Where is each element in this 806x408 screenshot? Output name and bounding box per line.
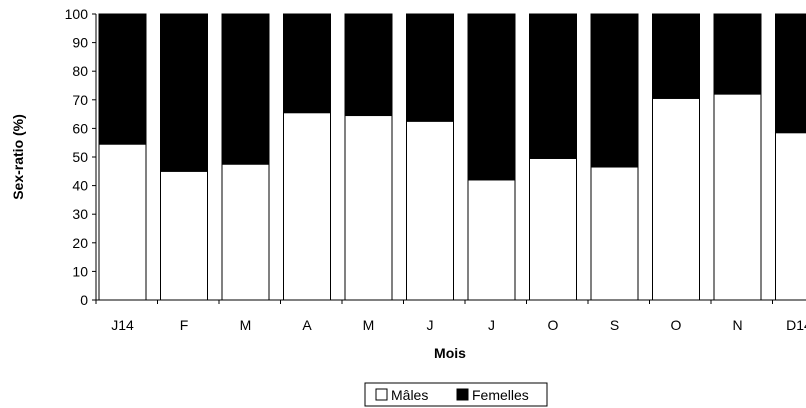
y-tick-label-3: 30 [72, 206, 88, 222]
legend-box [364, 382, 548, 407]
bar-males-7 [529, 157, 577, 301]
legend-label-males: Mâles [391, 387, 428, 403]
y-tick-label-2: 20 [72, 235, 88, 251]
bar-males-8 [590, 166, 639, 301]
bar-males-0 [98, 143, 147, 301]
legend-swatch-males [375, 388, 388, 401]
y-tick-label-5: 50 [72, 149, 88, 165]
y-tick-label-9: 90 [72, 35, 88, 51]
y-tick-label-1: 10 [72, 263, 88, 279]
y-tick-label-4: 40 [72, 178, 88, 194]
legend-swatch-females [456, 388, 469, 401]
legend-label-females: Femelles [472, 387, 529, 403]
x-tick-label-1: F [180, 317, 189, 333]
bar-females-6 [467, 13, 516, 181]
y-tick-label-10: 100 [65, 6, 89, 22]
y-axis-title: Sex-ratio (%) [10, 114, 26, 200]
bars-group [98, 13, 806, 301]
bar-females-1 [160, 13, 208, 172]
bar-males-4 [344, 115, 393, 301]
bar-females-11 [775, 13, 806, 134]
x-ticks-group: J14 F M A M J J O S O N D14 [95, 300, 806, 333]
x-tick-label-5: J [427, 317, 434, 333]
bar-females-3 [283, 13, 331, 114]
x-tick-label-2: M [240, 317, 252, 333]
x-axis-title: Mois [434, 345, 466, 361]
y-ticks-group: 0 10 20 30 40 50 60 70 80 90 100 [65, 6, 96, 308]
bar-females-4 [344, 13, 393, 117]
x-tick-label-7: O [548, 317, 559, 333]
x-tick-label-9: O [671, 317, 682, 333]
bar-females-0 [98, 13, 147, 145]
legend: Mâles Femelles [364, 382, 548, 407]
bar-females-10 [713, 13, 762, 95]
y-tick-label-7: 70 [72, 92, 88, 108]
bar-males-5 [406, 120, 454, 301]
x-tick-label-0: J14 [111, 317, 134, 333]
y-tick-label-0: 0 [80, 292, 88, 308]
x-tick-label-6: J [488, 317, 495, 333]
bar-females-9 [652, 13, 700, 99]
x-tick-label-11: D14 [786, 317, 806, 333]
bar-females-2 [221, 13, 270, 165]
bar-females-8 [590, 13, 639, 168]
y-tick-label-8: 80 [72, 63, 88, 79]
bar-females-5 [406, 13, 454, 122]
x-tick-label-3: A [302, 317, 312, 333]
bar-females-7 [529, 13, 577, 159]
bar-males-2 [221, 163, 270, 301]
y-tick-label-6: 60 [72, 120, 88, 136]
bar-males-11 [775, 132, 806, 301]
bar-males-10 [713, 93, 762, 301]
x-tick-label-10: N [732, 317, 742, 333]
x-tick-label-4: M [363, 317, 375, 333]
x-tick-label-8: S [610, 317, 619, 333]
bar-males-9 [652, 97, 700, 301]
bar-males-3 [283, 112, 331, 301]
bar-males-6 [467, 179, 516, 301]
bar-males-1 [160, 170, 208, 301]
